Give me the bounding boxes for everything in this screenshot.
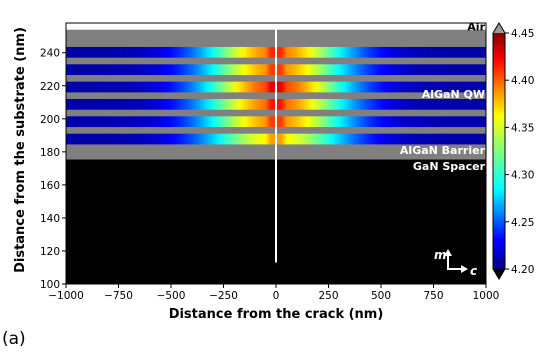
colorbar-tick-label: 4.30	[511, 170, 534, 182]
panel-label: (a)	[2, 329, 26, 349]
y-tick-label: 220	[40, 81, 60, 93]
crystal-axes-indicator: m c	[434, 248, 477, 278]
colorbar-over-triangle	[493, 23, 505, 33]
x-tick-label: −250	[209, 290, 238, 302]
y-tick-label: 200	[40, 114, 60, 126]
region-label-barrier: AlGaN Barrier	[400, 144, 486, 157]
plot-area	[66, 23, 486, 284]
y-tick-label: 120	[40, 246, 60, 258]
y-axis-label: Distance from the substrate (nm)	[13, 27, 28, 273]
region-label-spacer: GaN Spacer	[413, 160, 486, 173]
colorbar-ticks: 4.20 4.25 4.30 4.35 4.40 4.45	[505, 28, 534, 276]
colorbar-tick-label: 4.20	[511, 264, 534, 276]
m-axis-label: m	[434, 248, 447, 262]
x-tick-label: −750	[104, 290, 133, 302]
y-tick-label: 240	[40, 48, 60, 60]
y-tick-label: 140	[40, 213, 60, 225]
region-label-qw: AlGaN QW	[422, 88, 485, 101]
y-tick-label: 160	[40, 180, 60, 192]
x-tick-label: 1000	[473, 290, 500, 302]
x-tick-label: −1000	[48, 290, 84, 302]
region-label-air: Air	[467, 21, 485, 34]
colorbar-tick-label: 4.45	[511, 28, 534, 40]
c-axis-arrowhead	[461, 265, 468, 273]
x-tick-label: 500	[371, 290, 391, 302]
y-tick-label: 180	[40, 147, 60, 159]
colorbar-tick-label: 4.35	[511, 122, 534, 134]
y-axis: 100 120 140 160 180 200 220 240	[40, 48, 66, 291]
x-tick-label: 250	[318, 290, 338, 302]
c-axis-label: c	[470, 264, 477, 278]
y-tick-label: 100	[40, 279, 60, 291]
x-axis-label: Distance from the crack (nm)	[169, 307, 384, 322]
x-tick-label: 0	[273, 290, 280, 302]
colorbar-tick-label: 4.25	[511, 217, 534, 229]
x-tick-label: −500	[157, 290, 186, 302]
colorbar-under-triangle	[493, 269, 505, 279]
m-axis-arrowhead	[444, 249, 452, 256]
colorbar-tick-label: 4.40	[511, 75, 534, 87]
x-axis: −1000 −750 −500 −250 0 250 500 750 1000	[48, 284, 499, 302]
x-tick-label: 750	[423, 290, 443, 302]
colorbar-body	[493, 33, 505, 269]
colorbar: 4.20 4.25 4.30 4.35 4.40 4.45	[492, 22, 534, 280]
